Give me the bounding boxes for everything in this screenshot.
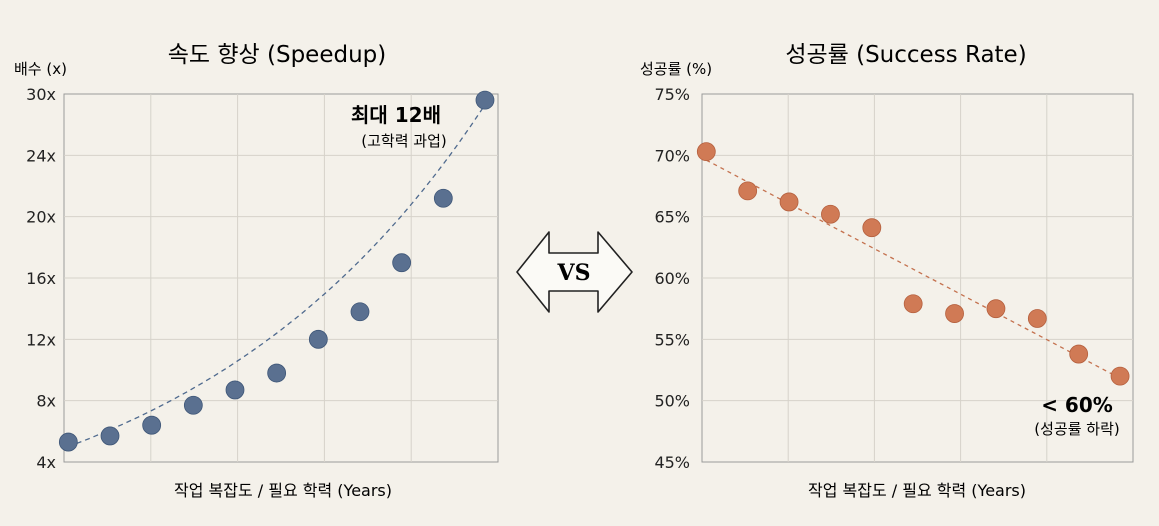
y-tick-label: 60% xyxy=(654,269,690,288)
success-rate-annotation-main: < 60% xyxy=(1041,393,1113,417)
speedup-gridlines xyxy=(63,93,499,463)
success-rate-x-axis-label: 작업 복잡도 / 필요 학력 (Years) xyxy=(808,481,1026,500)
y-tick-label: 4x xyxy=(36,453,56,472)
y-tick-label: 20x xyxy=(26,208,56,227)
success-rate-y-axis-label: 성공률 (%) xyxy=(640,60,712,78)
vs-label: VS xyxy=(557,260,591,286)
y-tick-label: 75% xyxy=(654,85,690,104)
data-point xyxy=(986,299,1006,319)
y-tick-label: 30x xyxy=(26,85,56,104)
speedup-x-axis-label: 작업 복잡도 / 필요 학력 (Years) xyxy=(174,481,392,500)
speedup-chart-title: 속도 향상 (Speedup) xyxy=(168,42,387,68)
speedup-chart: 속도 향상 (Speedup) 배수 (x) 30x 24x 20x 16x 12x 8x… xyxy=(14,42,499,500)
data-point xyxy=(1069,344,1089,364)
vs-double-arrow: VS xyxy=(516,231,633,313)
data-point xyxy=(392,253,412,273)
data-point xyxy=(183,395,203,415)
speedup-annotation-sub: (고학력 과업) xyxy=(361,132,446,150)
success-rate-chart: 성공률 (Success Rate) 성공률 (%) 75% 70% 65% 60% 5… xyxy=(640,42,1134,500)
y-tick-label: 70% xyxy=(654,146,690,165)
double-arrow-icon xyxy=(516,231,633,313)
data-point xyxy=(225,380,245,400)
data-point xyxy=(1027,309,1047,328)
success-rate-trend-line xyxy=(706,159,1121,379)
data-point xyxy=(100,426,120,446)
data-point xyxy=(945,304,964,323)
speedup-y-axis-label: 배수 (x) xyxy=(14,60,67,78)
speedup-y-tick-labels: 30x 24x 20x 16x 12x 8x 4x xyxy=(26,85,56,472)
y-tick-label: 12x xyxy=(26,330,56,349)
data-point xyxy=(267,363,287,383)
y-tick-label: 24x xyxy=(26,146,56,165)
success-rate-y-tick-labels: 75% 70% 65% 60% 55% 50% 45% xyxy=(654,85,690,472)
y-tick-label: 8x xyxy=(36,392,56,411)
data-point xyxy=(142,415,162,435)
data-point xyxy=(696,142,716,162)
y-tick-label: 16x xyxy=(26,269,56,288)
speedup-annotation-main: 최대 12배 xyxy=(351,103,441,127)
data-point xyxy=(1110,366,1130,386)
speedup-data-points xyxy=(58,90,495,452)
data-point xyxy=(821,204,840,224)
y-tick-label: 65% xyxy=(654,208,690,227)
data-point xyxy=(58,432,78,452)
speedup-trend-line xyxy=(68,104,486,448)
data-point xyxy=(475,90,495,110)
data-point xyxy=(433,188,453,208)
data-point xyxy=(350,302,370,322)
data-point xyxy=(862,218,882,238)
y-tick-label: 50% xyxy=(654,392,690,411)
data-point xyxy=(308,329,328,349)
data-point xyxy=(738,181,758,201)
data-point xyxy=(903,294,923,314)
success-rate-chart-title: 성공률 (Success Rate) xyxy=(785,42,1026,68)
y-tick-label: 55% xyxy=(654,330,690,349)
success-rate-gridlines xyxy=(701,93,1134,463)
success-rate-data-points xyxy=(696,142,1130,386)
y-tick-label: 45% xyxy=(654,453,690,472)
data-point xyxy=(779,192,799,212)
success-rate-annotation-sub: (성공률 하락) xyxy=(1034,420,1119,438)
